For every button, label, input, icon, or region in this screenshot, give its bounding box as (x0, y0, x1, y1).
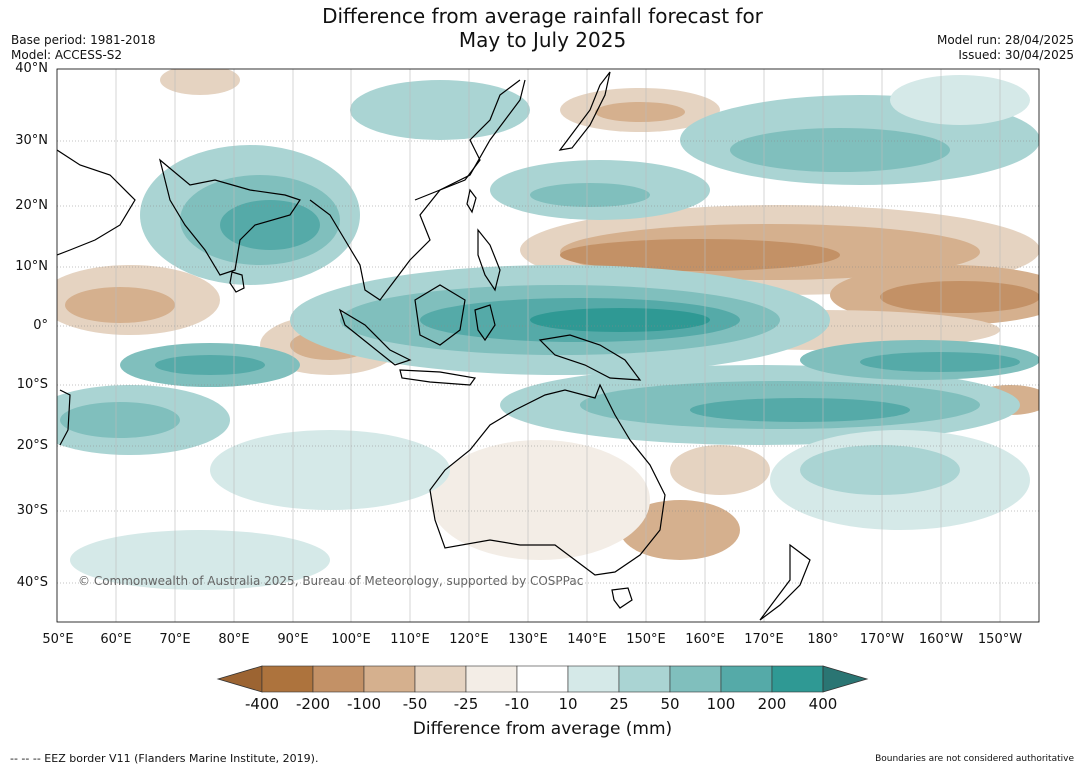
java-outline (399, 369, 477, 386)
japan-outline (558, 71, 611, 151)
colorbar-swatch-9 (669, 665, 722, 693)
lon-label-150e: 150°E (626, 632, 666, 647)
map-frame (56, 68, 1040, 623)
chart-title: Difference from average rainfall forecas… (0, 4, 1085, 52)
colorbar-tick-label: 25 (609, 695, 629, 713)
china-coast-outline (414, 79, 521, 201)
coastlines (57, 71, 811, 621)
lon-label-150w: 150°W (977, 632, 1023, 647)
lon-label-100e: 100°E (331, 632, 371, 647)
colorbar-tick-label: -400 (244, 695, 280, 713)
colorbar-swatch-3 (363, 665, 416, 693)
lon-label-50e: 50°E (42, 632, 74, 647)
colorbar-swatch-8 (618, 665, 671, 693)
colorbar-swatch-4 (414, 665, 467, 693)
graticule (57, 69, 1039, 622)
colorbar-tick-label: -10 (504, 695, 530, 713)
title-line-1: Difference from average rainfall forecas… (322, 4, 763, 28)
map-area (57, 69, 1039, 622)
lon-label-70e: 70°E (159, 632, 191, 647)
colorbar-swatch-6 (516, 665, 569, 693)
colorbar-high-arrow (822, 665, 869, 693)
new-zealand-outline (759, 543, 811, 621)
colorbar-tick-label: -100 (346, 695, 382, 713)
issued-date: Issued: 30/04/2025 (958, 48, 1074, 62)
lon-label-60e: 60°E (100, 632, 132, 647)
lat-label-30s: 30°S (16, 503, 48, 518)
colorbar-swatch-1 (261, 665, 314, 693)
colorbar-tick-label: -200 (295, 695, 331, 713)
model-name: Model: ACCESS-S2 (11, 48, 123, 62)
sulawesi-outline (474, 304, 496, 342)
colorbar-tick-label: -50 (402, 695, 428, 713)
colorbar-swatch-10 (720, 665, 773, 693)
lat-label-40n: 40°N (15, 61, 48, 76)
lat-label-30n: 30°N (15, 133, 48, 148)
eez-note: -- -- -- EEZ border V11 (Flanders Marine… (10, 752, 319, 765)
colorbar-tick-label: 200 (757, 695, 787, 713)
colorbar-low-arrow (216, 665, 263, 693)
lon-label-120e: 120°E (449, 632, 489, 647)
lat-label-10n: 10°N (15, 259, 48, 274)
taiwan-outline (466, 188, 477, 214)
lon-label-160e: 160°E (685, 632, 725, 647)
meta-right: Model run: 28/04/2025 Issued: 30/04/2025 (937, 33, 1074, 63)
sumatra-outline (338, 308, 412, 366)
base-period: Base period: 1981-2018 (11, 33, 156, 47)
colorbar-swatch-5 (465, 665, 518, 693)
sri-lanka-outline (229, 271, 245, 293)
lon-label-90e: 90°E (277, 632, 309, 647)
colorbar-swatch-7 (567, 665, 620, 693)
colorbar-tick-label: 50 (660, 695, 680, 713)
lon-label-170e: 170°E (744, 632, 784, 647)
colorbar-swatch-11 (771, 665, 824, 693)
colorbar-tick-label: 100 (706, 695, 736, 713)
model-run: Model run: 28/04/2025 (936, 33, 1074, 47)
lon-label-160w: 160°W (918, 632, 964, 647)
new-guinea-outline (538, 334, 642, 381)
colorbar-swatch-2 (312, 665, 365, 693)
lat-label-0: 0° (33, 318, 48, 333)
colorbar-tick-label: 400 (808, 695, 838, 713)
lon-label-140e: 140°E (567, 632, 607, 647)
lon-label-170w: 170°W (859, 632, 905, 647)
lat-label-20n: 20°N (15, 198, 48, 213)
title-line-2: May to July 2025 (458, 28, 627, 52)
colorbar-title: Difference from average (mm) (412, 719, 673, 739)
boundaries-disclaimer: Boundaries are not considered authoritat… (875, 754, 1074, 764)
southeast-asia-outline (309, 79, 526, 301)
meta-left: Base period: 1981-2018 Model: ACCESS-S2 (11, 33, 156, 63)
arabia-outline (57, 149, 136, 256)
colorbar-tick-label: 10 (558, 695, 578, 713)
colorbar-tick-label: -25 (453, 695, 479, 713)
colorbar (216, 665, 869, 693)
lat-label-40s: 40°S (16, 575, 48, 590)
australia-outline (429, 383, 666, 576)
madagascar-outline (59, 389, 71, 446)
borneo-outline (414, 284, 466, 346)
lon-label-110e: 110°E (390, 632, 430, 647)
lon-label-180: 180° (807, 632, 839, 647)
copyright-notice: © Commonwealth of Australia 2025, Bureau… (78, 574, 584, 588)
lat-label-10s: 10°S (16, 377, 48, 392)
lat-label-20s: 20°S (16, 438, 48, 453)
india-outline (158, 158, 301, 276)
lon-label-130e: 130°E (508, 632, 548, 647)
tasmania-outline (611, 587, 633, 609)
philippines-outline (477, 228, 501, 292)
lon-label-80e: 80°E (218, 632, 250, 647)
